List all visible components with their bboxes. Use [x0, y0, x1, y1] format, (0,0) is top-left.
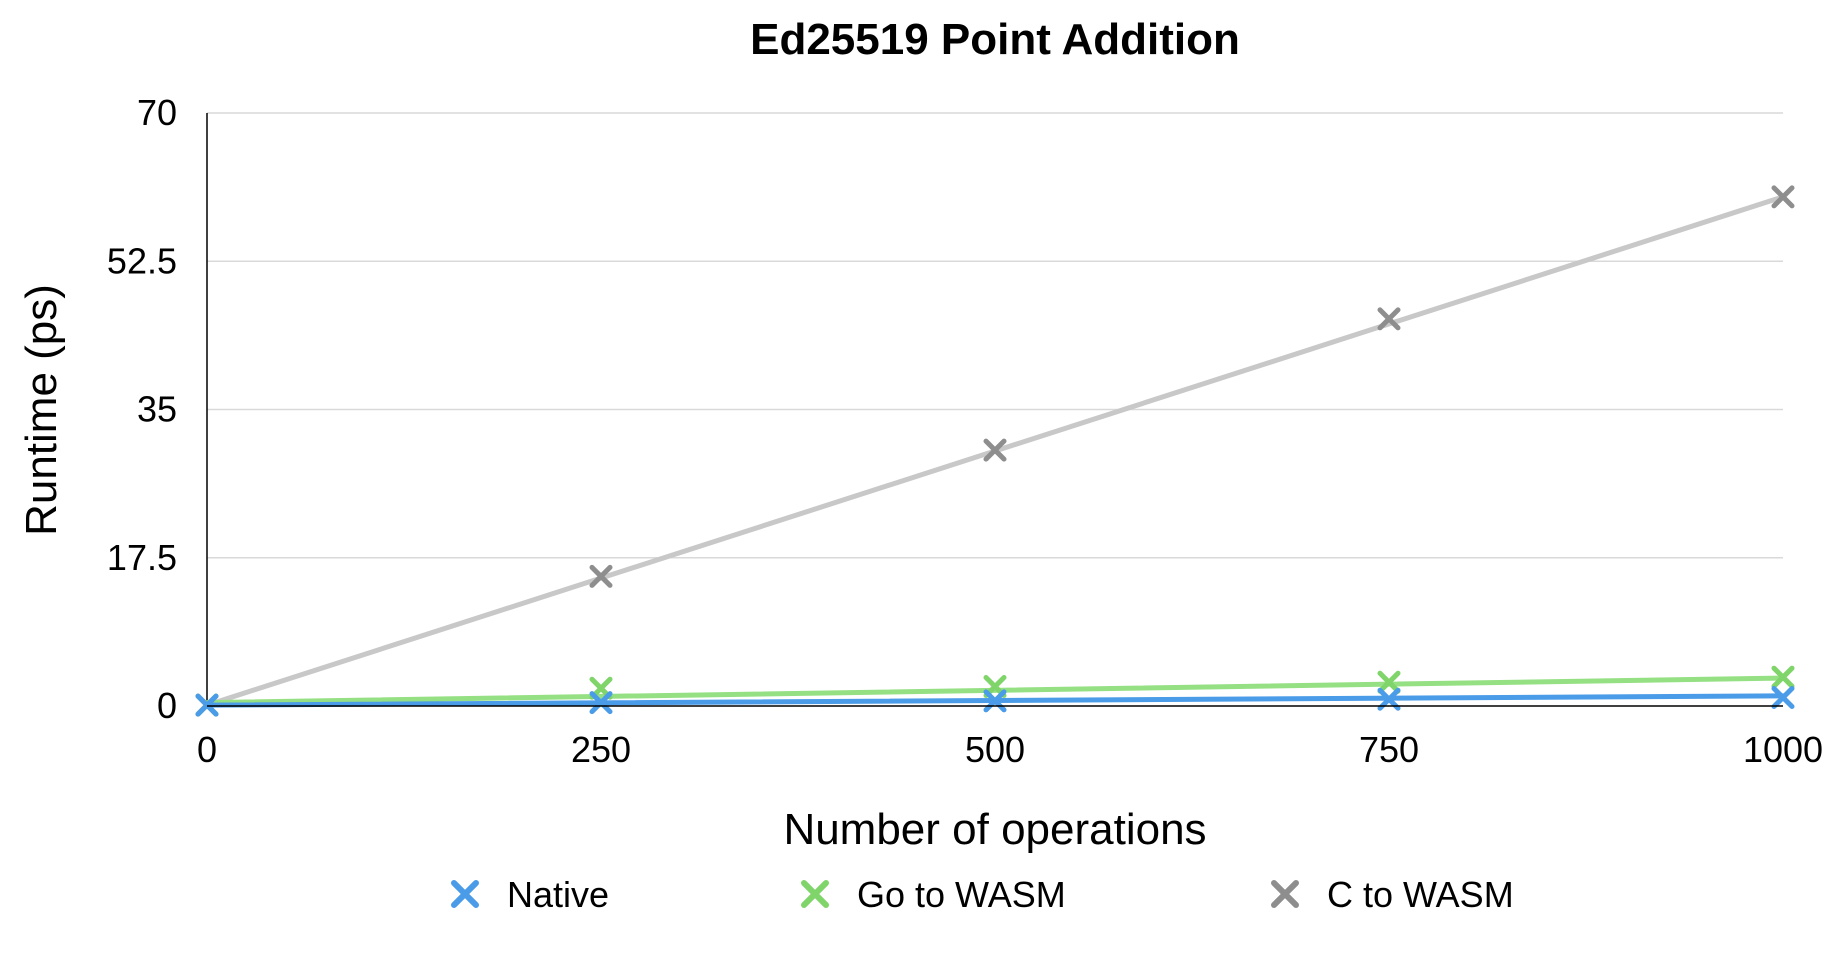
x-tick-label: 250 — [571, 729, 631, 770]
gridlines — [207, 112, 1783, 559]
series-native — [195, 686, 1795, 717]
x-axis-ticks: 0 250 500 750 1000 — [197, 729, 1823, 770]
y-tick-label: 52.5 — [107, 240, 177, 281]
series-c-to-wasm — [195, 185, 1795, 717]
legend-item-c-to-wasm: C to WASM — [1271, 874, 1514, 915]
x-tick-label: 0 — [197, 729, 217, 770]
plot-area — [195, 185, 1795, 717]
data-point-go-to-wasm — [1771, 665, 1795, 689]
data-point-c-to-wasm — [983, 438, 1007, 462]
series-line-go-to-wasm — [204, 675, 1786, 706]
legend-label-c-to-wasm: C to WASM — [1327, 874, 1514, 915]
y-tick-label: 0 — [157, 685, 177, 726]
data-point-native — [195, 693, 219, 717]
data-point-native — [983, 689, 1007, 713]
chart-title: Ed25519 Point Addition — [750, 15, 1240, 64]
y-tick-label: 35 — [137, 389, 177, 430]
data-point-go-to-wasm — [1377, 670, 1401, 694]
series-go-to-wasm — [195, 665, 1795, 717]
legend-label-native: Native — [507, 874, 609, 915]
data-point-native — [589, 691, 613, 715]
data-point-c-to-wasm — [1377, 307, 1401, 331]
y-tick-label: 70 — [137, 92, 177, 133]
x-tick-label: 500 — [965, 729, 1025, 770]
x-axis-title: Number of operations — [783, 805, 1206, 854]
data-point-c-to-wasm — [589, 564, 613, 588]
y-tick-label: 17.5 — [107, 537, 177, 578]
data-point-c-to-wasm — [1771, 185, 1795, 209]
legend-marker-go-to-wasm — [801, 880, 829, 908]
legend-marker-native — [451, 880, 479, 908]
data-point-native — [1377, 687, 1401, 711]
legend-item-native: Native — [451, 874, 609, 915]
data-point-native — [1771, 686, 1795, 710]
legend-label-go-to-wasm: Go to WASM — [857, 874, 1066, 915]
legend: Native Go to WASM C to WASM — [451, 874, 1514, 915]
legend-marker-c-to-wasm — [1271, 880, 1299, 908]
y-axis-title: Runtime (ps) — [17, 284, 66, 536]
legend-item-go-to-wasm: Go to WASM — [801, 874, 1066, 915]
x-tick-label: 750 — [1359, 729, 1419, 770]
y-axis-ticks: 0 17.5 35 52.5 70 — [107, 92, 177, 726]
x-tick-label: 1000 — [1743, 729, 1823, 770]
